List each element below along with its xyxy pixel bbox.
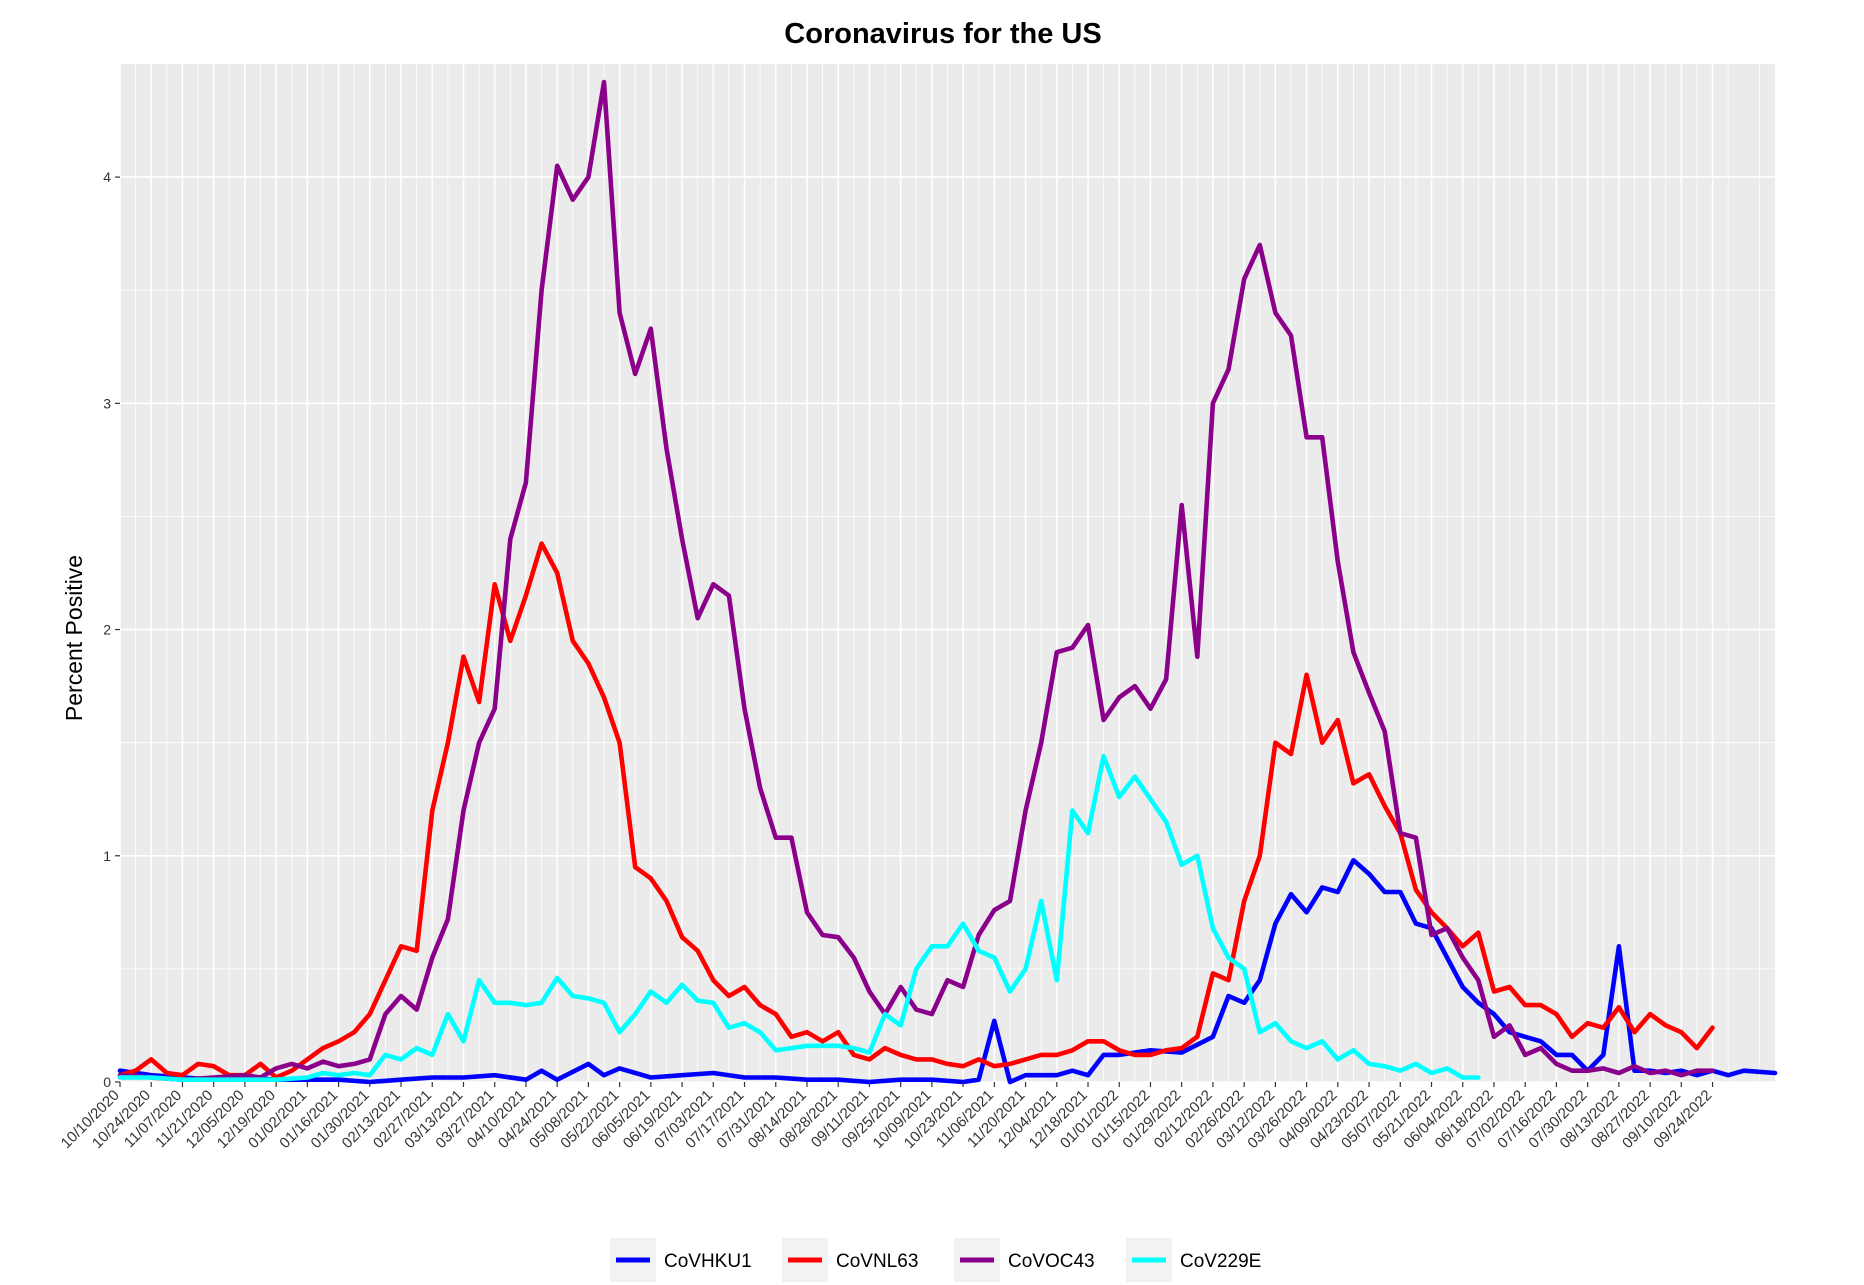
series-layer (117, 79, 1778, 1085)
series-line-covhku1 (117, 858, 1778, 1085)
legend: CoVHKU1 CoVNL63 CoVOC43 CoV229E (610, 1238, 1261, 1282)
y-tick-label: 0 (103, 1074, 111, 1090)
y-tick-label: 1 (103, 848, 111, 864)
y-tick-label: 4 (103, 169, 111, 185)
legend-label-cov229e: CoV229E (1180, 1251, 1261, 1272)
chart-title: Coronavirus for the US (784, 18, 1101, 50)
legend-label-covhku1: CoVHKU1 (664, 1251, 752, 1272)
y-axis-label: Percent Positive (61, 555, 87, 721)
y-axis-ticks: 0 1 2 3 4 (103, 169, 120, 1090)
legend-label-covoc43: CoVOC43 (1008, 1251, 1095, 1272)
series-line-covoc43 (117, 79, 1715, 1082)
x-axis-ticks: 10/10/202010/24/202011/07/202011/21/2020… (58, 1082, 1715, 1152)
legend-label-covnl63: CoVNL63 (836, 1251, 918, 1272)
y-tick-label: 2 (103, 622, 111, 638)
y-tick-label: 3 (103, 395, 111, 411)
series-line-cov229e (117, 753, 1481, 1082)
